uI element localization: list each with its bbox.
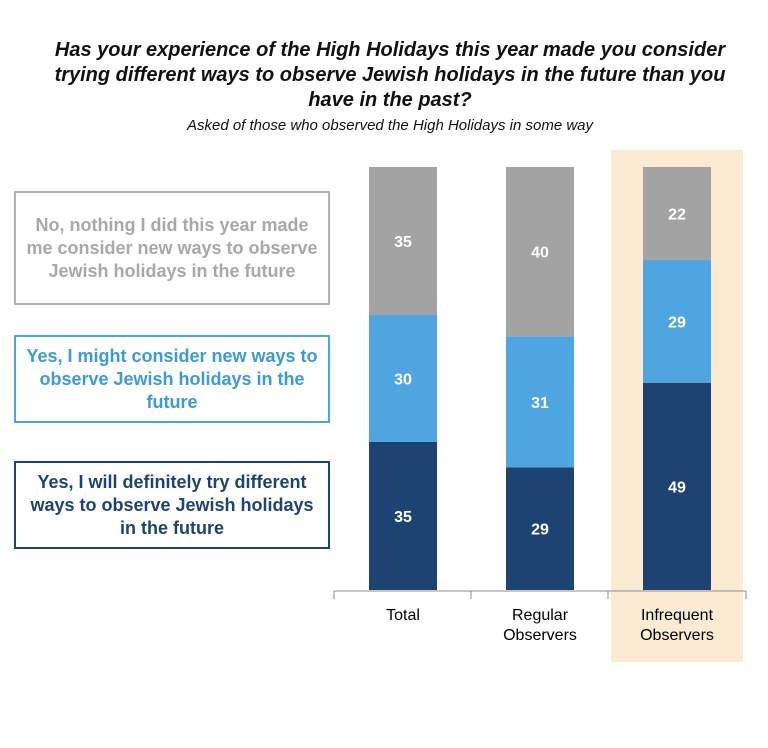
legend-entry-no: No, nothing I did this year made me cons… [14,191,330,305]
legend-entry-definitely: Yes, I will definitely try different way… [14,461,330,549]
data-label-infrequent-observers-series-2: 22 [668,207,686,224]
legend-label-might: Yes, I might consider new ways to observ… [26,345,318,412]
bar-regular-observers-series-2 [506,167,574,337]
bar-total-series-0 [369,441,437,590]
x-tick-label-total: Total [386,607,420,624]
legend-label-definitely: Yes, I will definitely try different way… [30,471,314,538]
chart-subtitle: Asked of those who observed the High Hol… [186,117,594,134]
bar-regular-observers-series-1 [506,336,574,468]
data-label-infrequent-observers-series-0: 49 [668,479,686,496]
bar-total-series-1 [369,315,437,442]
bar-infrequent-observers-series-2 [643,167,711,261]
data-label-regular-observers-series-2: 40 [531,245,549,262]
bar-regular-observers-series-0 [506,467,574,590]
bar-total-series-2 [369,167,437,316]
x-tick-label-regular-observers: Regular Observers [503,607,577,644]
chart-title: Has your experience of the High Holidays… [54,39,726,111]
data-label-total-series-0: 35 [394,509,412,526]
data-label-infrequent-observers-series-1: 29 [668,314,686,331]
x-tick-label-infrequent-observers: Infrequent Observers [640,607,714,644]
legend-label-no: No, nothing I did this year made me cons… [26,214,318,281]
bar-infrequent-observers-series-0 [643,382,711,590]
data-label-total-series-2: 35 [394,234,412,251]
legend-entry-might: Yes, I might consider new ways to observ… [14,335,330,423]
data-label-regular-observers-series-1: 31 [531,395,549,412]
data-label-regular-observers-series-0: 29 [531,522,549,539]
data-label-total-series-1: 30 [394,372,412,389]
bar-infrequent-observers-series-1 [643,260,711,383]
